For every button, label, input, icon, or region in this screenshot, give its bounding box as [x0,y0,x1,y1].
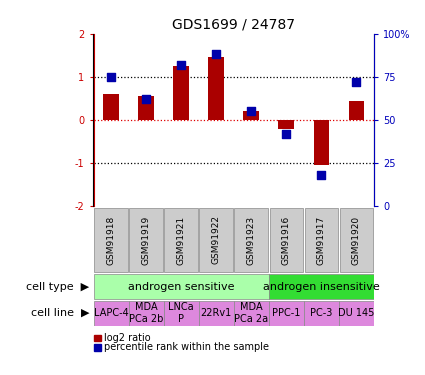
Text: PPC-1: PPC-1 [272,308,300,318]
Bar [208,57,224,120]
FancyBboxPatch shape [199,208,233,272]
Point [108,74,114,80]
Point [318,172,325,178]
FancyBboxPatch shape [129,208,163,272]
Point [248,108,255,114]
Point [143,96,150,102]
FancyBboxPatch shape [269,208,303,272]
Bar [278,120,294,129]
Title: GDS1699 / 24787: GDS1699 / 24787 [172,17,295,31]
Bar [244,111,259,120]
Text: log2 ratio: log2 ratio [104,333,151,343]
Text: GSM91921: GSM91921 [177,215,186,265]
FancyBboxPatch shape [198,300,234,326]
FancyBboxPatch shape [164,208,198,272]
Text: GSM91923: GSM91923 [247,215,256,265]
Text: LAPC-4: LAPC-4 [94,308,128,318]
Point [353,79,360,85]
Bar [138,96,154,120]
Text: 22Rv1: 22Rv1 [201,308,232,318]
FancyBboxPatch shape [304,300,339,326]
Text: GSM91917: GSM91917 [317,215,326,265]
FancyBboxPatch shape [269,300,304,326]
Text: LNCa
P: LNCa P [168,302,194,324]
Point [178,62,184,68]
Text: androgen sensitive: androgen sensitive [128,282,235,292]
FancyBboxPatch shape [235,208,268,272]
Text: PC-3: PC-3 [310,308,333,318]
Text: MDA
PCa 2a: MDA PCa 2a [234,302,268,324]
FancyBboxPatch shape [340,208,373,272]
Text: cell type  ▶: cell type ▶ [26,282,89,292]
FancyBboxPatch shape [94,208,128,272]
FancyBboxPatch shape [234,300,269,326]
FancyBboxPatch shape [128,300,164,326]
Point [283,131,290,137]
Text: GSM91919: GSM91919 [142,215,150,265]
Text: androgen insensitive: androgen insensitive [263,282,380,292]
Text: GSM91922: GSM91922 [212,216,221,264]
Text: percentile rank within the sample: percentile rank within the sample [104,342,269,352]
Text: DU 145: DU 145 [338,308,375,318]
Text: GSM91920: GSM91920 [352,215,361,265]
Point [213,51,220,57]
FancyBboxPatch shape [339,300,374,326]
Text: MDA
PCa 2b: MDA PCa 2b [129,302,163,324]
FancyBboxPatch shape [94,300,128,326]
FancyBboxPatch shape [94,274,269,300]
Bar [314,120,329,165]
Text: cell line  ▶: cell line ▶ [31,308,89,318]
FancyBboxPatch shape [269,274,374,300]
Bar [348,100,364,120]
Bar [103,94,119,120]
FancyBboxPatch shape [305,208,338,272]
FancyBboxPatch shape [164,300,198,326]
Text: GSM91918: GSM91918 [107,215,116,265]
Bar [173,66,189,120]
Text: GSM91916: GSM91916 [282,215,291,265]
